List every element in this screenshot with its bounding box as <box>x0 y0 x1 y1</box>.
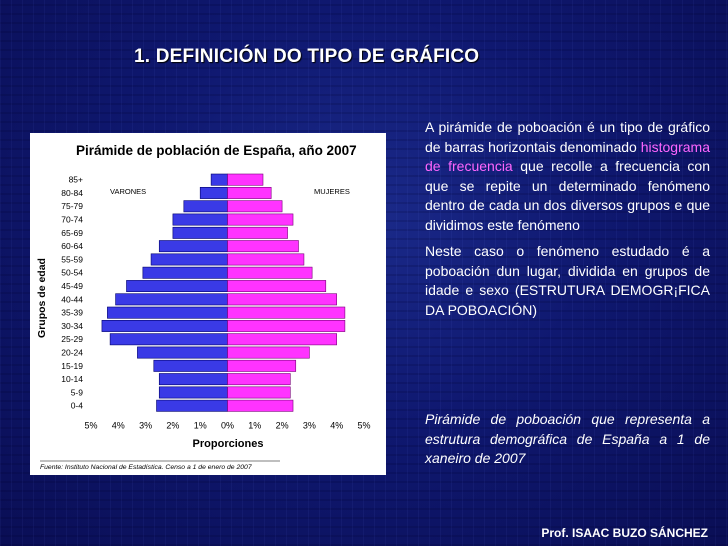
age-label-80-84: 80-84 <box>61 188 83 198</box>
bar-varones-35-39 <box>107 306 228 319</box>
x-tick-1: 4% <box>112 420 125 430</box>
age-label-55-59: 55-59 <box>61 254 83 264</box>
x-tick-2: 3% <box>139 420 152 430</box>
bar-varones-40-44 <box>115 293 228 306</box>
age-group-labels: 85+ 80-84 75-79 70-74 65-69 60-64 55-59 50-54 45… <box>61 175 83 411</box>
x-tick-9: 4% <box>330 420 343 430</box>
second-paragraph: Neste caso o fenómeno estudado é a poboa… <box>425 243 710 318</box>
population-pyramid-chart: Pirámide de población de España, año 200… <box>30 133 386 475</box>
chart-caption: Pirámide de poboación que representa a e… <box>425 411 710 466</box>
age-label-60-64: 60-64 <box>61 241 83 251</box>
bar-varones-45-49 <box>126 280 228 292</box>
bar-mujeres-65-69 <box>227 226 288 239</box>
bar-varones-60-64 <box>158 240 228 253</box>
age-label-35-39: 35-39 <box>61 308 83 318</box>
bar-mujeres-45-49 <box>227 280 327 292</box>
bar-varones-15-19 <box>153 359 228 372</box>
bar-mujeres-60-64 <box>227 240 299 253</box>
age-label-40-44: 40-44 <box>61 294 83 304</box>
bar-mujeres-0-4 <box>227 399 294 412</box>
bar-mujeres-10-14 <box>227 373 291 386</box>
x-tick-7: 2% <box>276 420 289 430</box>
age-label-65-69: 65-69 <box>61 228 83 238</box>
author-credit: Prof. ISAAC BUZO SÁNCHEZ <box>541 526 708 540</box>
bar-varones-70-74 <box>172 213 228 226</box>
bar-varones-50-54 <box>142 266 228 279</box>
bars-group <box>101 173 346 412</box>
legend-varones: VARONES <box>110 187 146 196</box>
age-label-75-79: 75-79 <box>61 201 83 211</box>
bar-varones-0-4 <box>156 399 228 412</box>
slide-title: 1. DEFINICIÓN DO TIPO DE GRÁFICO <box>134 46 480 67</box>
age-label-45-49: 45-49 <box>61 281 83 291</box>
y-axis-label: Grupos de edad <box>36 258 48 338</box>
description-column: A pirámide de poboación é un tipo de grá… <box>425 118 710 327</box>
age-label-5-9: 5-9 <box>71 387 84 397</box>
bar-varones-80-84 <box>199 186 228 199</box>
x-tick-3: 2% <box>166 420 179 430</box>
age-label-15-19: 15-19 <box>61 361 83 371</box>
bar-varones-10-14 <box>158 373 228 386</box>
bar-varones-20-24 <box>137 346 228 359</box>
age-label-30-34: 30-34 <box>61 321 83 331</box>
x-tick-8: 3% <box>303 420 316 430</box>
bar-varones-85+ <box>210 173 228 186</box>
chart-source: Fuente: Instituto Nacional de Estadístic… <box>40 464 252 471</box>
age-label-0-4: 0-4 <box>71 401 84 411</box>
x-tick-4: 1% <box>194 420 207 430</box>
age-label-10-14: 10-14 <box>61 374 83 384</box>
bar-varones-75-79 <box>183 200 228 213</box>
bar-mujeres-40-44 <box>227 293 337 306</box>
intro-paragraph: A pirámide de poboación é un tipo de grá… <box>425 118 710 235</box>
bar-varones-5-9 <box>158 386 228 399</box>
bar-mujeres-15-19 <box>227 359 297 372</box>
x-tick-6: 1% <box>248 420 261 430</box>
bar-varones-25-29 <box>109 333 228 346</box>
bar-mujeres-80-84 <box>227 186 272 199</box>
bar-mujeres-70-74 <box>227 213 294 226</box>
bar-mujeres-35-39 <box>227 306 346 319</box>
bar-mujeres-25-29 <box>227 333 337 346</box>
bar-mujeres-85+ <box>227 173 264 186</box>
bar-mujeres-30-34 <box>227 320 346 332</box>
age-label-25-29: 25-29 <box>61 334 83 344</box>
intro-highlight: histograma de frecuencia <box>425 138 710 175</box>
bar-mujeres-20-24 <box>227 346 310 359</box>
bar-varones-55-59 <box>150 253 228 266</box>
chart-svg: Pirámide de población de España, año 200… <box>36 143 371 471</box>
intro-after: que recolle a frecuencia con que se repi… <box>425 158 710 233</box>
bar-mujeres-55-59 <box>227 253 305 266</box>
x-tick-0: 5% <box>84 420 97 430</box>
chart-title: Pirámide de población de España, año 200… <box>76 143 357 158</box>
x-axis-label: Proporciones <box>193 438 264 450</box>
bar-varones-30-34 <box>101 320 228 332</box>
intro-before: A pirámide de poboación é un tipo de grá… <box>425 119 710 155</box>
x-tick-5: 0% <box>221 420 234 430</box>
x-tick-labels: 5% 4% 3% 2% 1% 0% 1% 2% 3% 4% 5% <box>84 420 370 430</box>
age-label-20-24: 20-24 <box>61 347 83 357</box>
bar-mujeres-75-79 <box>227 200 283 213</box>
bar-varones-65-69 <box>172 226 228 239</box>
bar-mujeres-5-9 <box>227 386 291 399</box>
bar-mujeres-50-54 <box>227 266 313 279</box>
age-label-85+: 85+ <box>69 175 83 185</box>
legend-mujeres: MUJERES <box>314 187 350 196</box>
age-label-50-54: 50-54 <box>61 268 83 278</box>
age-label-70-74: 70-74 <box>61 214 83 224</box>
x-tick-10: 5% <box>357 420 370 430</box>
